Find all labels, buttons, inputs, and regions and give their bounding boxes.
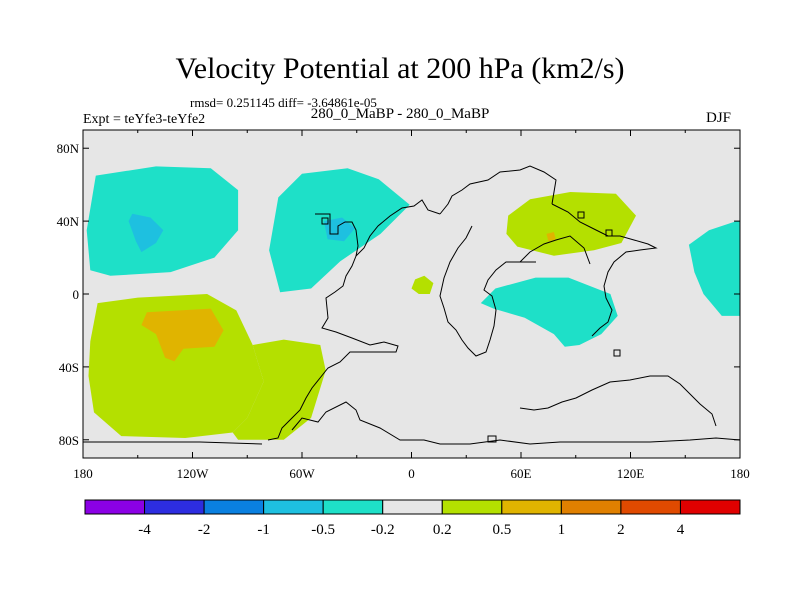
x-tick-label: 0 [408,466,415,481]
colorbar-swatch [441,499,503,515]
colorbar-label: 4 [677,522,685,538]
coastline-south-edge [83,441,263,445]
colorbar-label: -0.2 [371,522,395,538]
y-tick-label: 40S [59,360,79,375]
y-tick-label: 80S [59,433,79,448]
colorbar-swatch [263,499,324,515]
colorbar-swatch [322,499,384,515]
coastline-labrador [355,199,441,257]
region-south-pacific-core [141,308,224,362]
colorbar: -4 -2 -1 -0.5 -0.2 0.2 0.5 1 2 4 [84,499,741,538]
x-tick-label: 120W [177,466,210,481]
anomaly-regions [86,166,740,440]
coastline-islands [321,211,621,443]
case-label: 280_0_MaBP - 280_0_MaBP [310,106,490,122]
x-tick-label: 60E [511,466,532,481]
coastline-africa [439,165,557,215]
colorbar-swatch [679,499,741,515]
x-tick-label: 120E [617,466,645,481]
colorbar-swatch [144,499,205,515]
colorbar-swatch [560,499,622,515]
coastline-africa-west [439,225,536,357]
x-tick-label: 60W [289,466,315,481]
region-east-pacific-negative [688,221,740,316]
season-label: DJF [706,110,732,126]
y-tick-label: 40N [57,214,80,229]
colorbar-label: -4 [138,522,151,538]
region-north-atlantic-core [323,217,355,242]
rmsd-label: rmsd= 0.251145 diff= -3.64861e-05 [190,95,377,110]
region-south-atlantic-positive [232,339,326,440]
colorbar-label: -0.5 [311,522,335,538]
colorbar-swatch [620,499,681,515]
coastlines [83,165,740,445]
colorbar-swatch [382,499,443,515]
colorbar-label: -2 [198,522,211,538]
region-north-pacific-negative [86,166,239,276]
experiment-label: Expt = teYfe3-teYfe2 [83,112,206,127]
y-tick-label: 0 [73,287,80,302]
colorbar-label: 0.2 [433,522,452,538]
colorbar-label: 1 [558,522,566,538]
coastline-americas [267,213,399,441]
y-tick-label: 80N [57,141,80,156]
coastline-asia [551,203,658,337]
x-tick-label: 180 [730,466,750,481]
colorbar-swatch [203,499,265,515]
region-africa-small-positive [411,275,434,294]
region-north-pacific-core [128,213,164,253]
coastline-antarctica [291,401,740,445]
colorbar-swatch [501,499,562,515]
region-asia-core [546,232,556,242]
coastline-arabia [519,235,591,265]
colorbar-swatch [84,499,146,515]
colorbar-label: 0.5 [492,522,511,538]
region-asia-positive [506,192,636,256]
region-indian-ocean-negative [480,277,618,347]
x-tick-label: 180 [73,466,93,481]
coastline-australia [519,375,717,427]
colorbar-label: 2 [617,522,625,538]
colorbar-label: -1 [257,522,270,538]
axis-ticks: 180 120W 60W 0 60E 120E 180 80N 40N 0 40S 80S [57,130,750,481]
chart-title: Velocity Potential at 200 hPa (km2/s) [175,52,625,85]
